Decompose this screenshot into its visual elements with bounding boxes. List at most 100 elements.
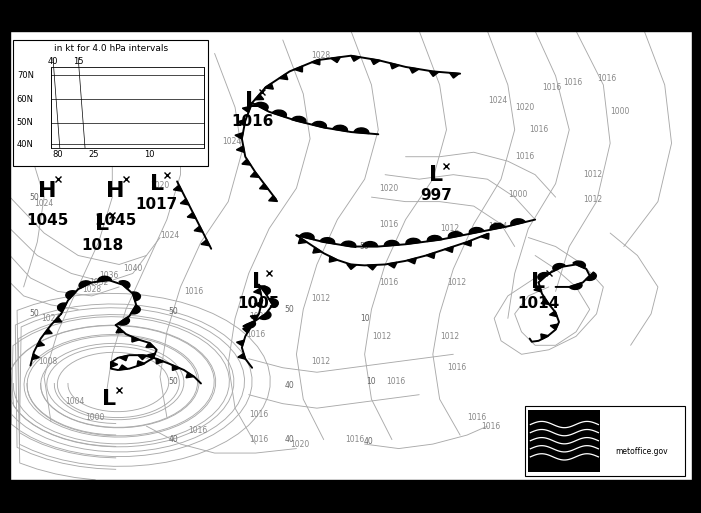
Text: 1045: 1045 [95, 213, 137, 228]
Polygon shape [268, 195, 278, 202]
Polygon shape [187, 212, 196, 219]
Polygon shape [119, 365, 128, 370]
Polygon shape [243, 327, 251, 333]
Wedge shape [79, 281, 91, 288]
Polygon shape [111, 362, 118, 367]
Text: 1012: 1012 [583, 195, 603, 204]
Text: 1012: 1012 [440, 332, 459, 341]
Polygon shape [463, 240, 471, 246]
Polygon shape [138, 355, 147, 360]
Polygon shape [429, 71, 439, 76]
Text: 1016: 1016 [184, 287, 204, 296]
Text: 10: 10 [360, 314, 369, 323]
Text: 60N: 60N [17, 94, 34, 104]
Text: 50: 50 [29, 309, 39, 319]
Polygon shape [426, 252, 435, 259]
Text: 1000: 1000 [86, 412, 105, 422]
Polygon shape [201, 240, 210, 246]
Wedge shape [573, 261, 585, 268]
Text: 1028: 1028 [82, 285, 102, 293]
Wedge shape [320, 238, 334, 244]
Polygon shape [550, 324, 558, 330]
Text: 1016: 1016 [597, 74, 616, 83]
Polygon shape [180, 199, 189, 205]
Wedge shape [511, 219, 525, 226]
Polygon shape [243, 106, 251, 112]
Text: L: L [95, 214, 109, 234]
Polygon shape [259, 184, 268, 189]
Text: 40: 40 [363, 438, 373, 446]
Text: 15: 15 [73, 57, 83, 66]
Wedge shape [406, 239, 421, 244]
Text: 40N: 40N [17, 140, 34, 149]
Text: 1016: 1016 [231, 114, 273, 129]
FancyBboxPatch shape [13, 40, 207, 166]
Text: 1036: 1036 [100, 271, 118, 280]
Text: 50: 50 [285, 305, 294, 314]
Text: 1016: 1016 [386, 377, 405, 386]
Text: 10: 10 [367, 377, 376, 386]
Wedge shape [362, 242, 378, 247]
Polygon shape [329, 256, 338, 262]
Wedge shape [553, 264, 565, 271]
Polygon shape [242, 159, 251, 165]
Wedge shape [341, 241, 356, 247]
Wedge shape [449, 232, 463, 238]
Wedge shape [586, 272, 597, 281]
Polygon shape [390, 63, 400, 69]
Text: 1020: 1020 [250, 311, 268, 321]
Polygon shape [44, 329, 52, 334]
Polygon shape [238, 353, 245, 359]
Text: 1020: 1020 [379, 184, 398, 193]
Polygon shape [481, 233, 489, 239]
Wedge shape [428, 235, 442, 242]
Text: 1017: 1017 [135, 198, 178, 212]
Text: 50: 50 [29, 81, 39, 89]
Polygon shape [137, 361, 145, 366]
Wedge shape [254, 103, 268, 110]
Text: L: L [252, 272, 266, 292]
Polygon shape [294, 66, 303, 72]
Text: 1012: 1012 [372, 332, 391, 341]
Text: 1020: 1020 [290, 440, 309, 448]
Polygon shape [299, 238, 307, 244]
Text: L: L [429, 165, 443, 185]
Text: 1016: 1016 [188, 426, 207, 435]
Text: 50: 50 [169, 377, 179, 386]
Text: H: H [107, 181, 125, 201]
Polygon shape [250, 315, 258, 321]
Text: metoffice.gov: metoffice.gov [615, 447, 667, 456]
Text: 25: 25 [88, 150, 99, 159]
Text: 1004: 1004 [488, 222, 508, 231]
Wedge shape [118, 318, 130, 325]
Text: 1024: 1024 [161, 231, 180, 240]
Wedge shape [312, 122, 327, 128]
Polygon shape [347, 264, 357, 269]
Polygon shape [250, 172, 259, 177]
Text: 1016: 1016 [529, 125, 548, 134]
Text: 1016: 1016 [543, 83, 562, 92]
Polygon shape [32, 354, 39, 360]
Text: L: L [531, 272, 545, 292]
Polygon shape [367, 265, 377, 270]
Text: 1016: 1016 [447, 363, 466, 372]
Wedge shape [333, 125, 348, 131]
Text: 1016: 1016 [468, 412, 486, 422]
Polygon shape [534, 286, 541, 292]
Polygon shape [194, 226, 203, 232]
Wedge shape [57, 303, 67, 312]
Polygon shape [388, 262, 397, 268]
Text: 1000: 1000 [611, 107, 630, 116]
Text: 1020: 1020 [151, 182, 170, 190]
Text: 1018: 1018 [81, 238, 123, 253]
Text: 1004: 1004 [65, 397, 85, 406]
Text: 50: 50 [29, 192, 39, 202]
Wedge shape [132, 292, 140, 301]
Text: 1016: 1016 [250, 410, 268, 420]
Text: 1024: 1024 [34, 200, 54, 208]
Polygon shape [371, 59, 380, 65]
Text: 1012: 1012 [583, 170, 603, 179]
Polygon shape [116, 328, 124, 333]
Text: 50: 50 [169, 307, 179, 316]
Text: 1040: 1040 [123, 265, 142, 273]
